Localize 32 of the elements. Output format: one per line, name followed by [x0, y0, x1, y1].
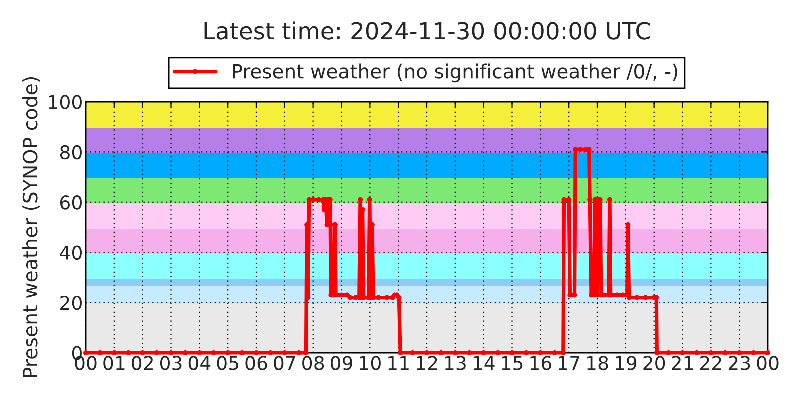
- x-tick-label: 00: [757, 356, 779, 370]
- y-axis-title: Present weather (SYNOP code): [22, 78, 40, 378]
- y-tick-label: 80: [60, 145, 82, 160]
- x-tick-label: 07: [274, 356, 296, 370]
- x-tick-label: 01: [104, 356, 125, 370]
- x-tick-label: 19: [616, 356, 637, 370]
- x-tick-label: 10: [360, 356, 381, 370]
- x-tick-label: 17: [559, 356, 580, 370]
- x-tick-label: 22: [700, 356, 722, 370]
- x-tick-label: 09: [330, 356, 352, 370]
- x-tick-label: 04: [188, 356, 211, 370]
- x-tick-label: 03: [160, 356, 182, 370]
- y-tick-label: 20: [60, 296, 82, 310]
- chart-title: Latest time: 2024-11-30 00:00:00 UTC: [204, 22, 650, 40]
- x-tick-label: 14: [474, 356, 495, 370]
- x-tick-label: 15: [502, 356, 523, 370]
- x-tick-label: 08: [302, 356, 324, 370]
- x-tick-label: 02: [132, 356, 153, 370]
- y-tick-label: 60: [60, 196, 82, 210]
- x-tick-label: 12: [417, 356, 438, 370]
- x-tick-label: 23: [728, 356, 750, 370]
- x-tick-label: 20: [644, 356, 666, 370]
- x-tick-label: 06: [246, 356, 268, 370]
- x-tick-label: 11: [388, 356, 409, 370]
- x-tick-label: 05: [217, 356, 238, 370]
- x-tick-label: 18: [588, 356, 608, 370]
- x-tick-label: 16: [530, 356, 552, 370]
- x-tick-label: 21: [672, 356, 694, 370]
- y-tick-label: 40: [60, 246, 82, 260]
- x-tick-label: 13: [445, 356, 466, 370]
- y-tick-label: 100: [49, 95, 82, 110]
- legend-label: Present weather (no significant weather /0/, -): [233, 64, 678, 83]
